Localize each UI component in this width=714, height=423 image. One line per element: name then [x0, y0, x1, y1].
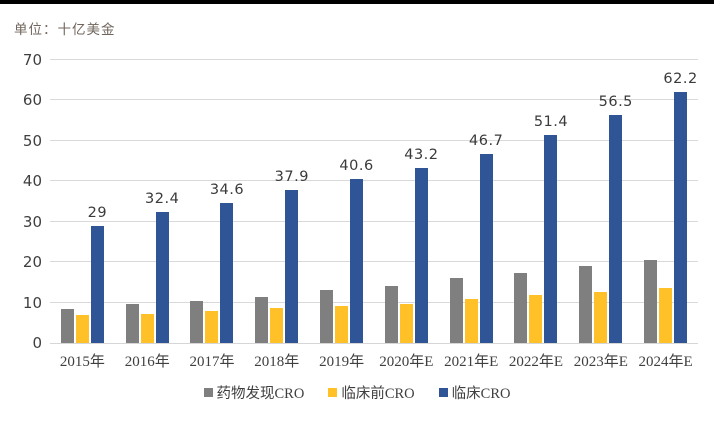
legend-item-preclinical-cro: 临床前CRO	[328, 382, 415, 403]
bar-drug-discovery-cro	[579, 266, 593, 343]
bar-preclinical-cro	[205, 311, 219, 343]
legend-label: 药物发现CRO	[216, 386, 305, 402]
bar-preclinical-cro	[335, 306, 349, 343]
bar-group: 37.9	[244, 60, 309, 343]
bar-drug-discovery-cro	[60, 308, 74, 343]
bar-clinical-cro: 37.9	[275, 169, 308, 343]
y-tick-label: 70	[22, 51, 42, 69]
x-tick-label: 2016年	[124, 354, 170, 370]
x-tick-label: 2015年	[59, 354, 105, 370]
bar-value-label: 37.9	[274, 168, 309, 185]
bar-group: 62.2	[633, 60, 698, 343]
bar-value-label: 40.6	[339, 157, 374, 174]
bar-preclinical-cro	[594, 292, 608, 343]
bar-preclinical-cro	[399, 303, 413, 343]
legend-item-drug-discovery-cro: 药物发现CRO	[203, 382, 305, 403]
bar-drug-discovery-cro	[644, 260, 658, 343]
top-border	[0, 0, 714, 4]
bar-group: 40.6	[309, 60, 374, 343]
bar-clinical-cro: 40.6	[339, 158, 373, 343]
bar-clinical-cro: 51.4	[534, 114, 568, 343]
bar-group: 34.6	[180, 60, 245, 343]
plot-area: 29 32.4 34.6 37.9 40.6 43.2 46.7 51.4 56.5 62.2	[50, 59, 698, 344]
gridline	[50, 220, 698, 222]
bar-group: 51.4	[504, 60, 569, 343]
x-tick-label: 2018年	[254, 354, 300, 370]
bar-group: 56.5	[568, 60, 633, 343]
bar-clinical-cro: 56.5	[599, 94, 632, 343]
bar-clinical-cro: 62.2	[663, 71, 697, 343]
x-tick-label: 2023年E	[573, 354, 628, 370]
y-tick-label: 30	[22, 212, 42, 231]
bar-preclinical-cro	[659, 288, 673, 343]
legend-swatch-clinical-cro	[438, 388, 448, 397]
bar-value-label: 56.5	[598, 93, 633, 110]
bar-preclinical-cro	[75, 315, 89, 343]
bar-drug-discovery-cro	[449, 277, 463, 343]
bar-drug-discovery-cro	[255, 296, 269, 343]
x-tick-label: 2022年E	[508, 354, 564, 370]
bar-value-label: 51.4	[533, 114, 569, 131]
bar-preclinical-cro	[270, 308, 284, 343]
bar-clinical-cro: 46.7	[469, 133, 503, 343]
bar-value-label: 32.4	[145, 191, 180, 208]
unit-label: 单位：十亿美金	[14, 22, 116, 37]
bar-drug-discovery-cro	[384, 286, 398, 343]
legend-swatch-preclinical-cro	[328, 388, 338, 397]
legend-label: 临床CRO	[451, 386, 511, 402]
bar-clinical-cro: 29	[88, 205, 107, 343]
gridline	[50, 59, 698, 60]
bar-preclinical-cro	[464, 299, 478, 343]
bar-preclinical-cro	[140, 313, 154, 343]
bar-value-label: 46.7	[469, 133, 504, 150]
legend-swatch-drug-discovery-cro	[203, 388, 213, 397]
gridline	[50, 261, 698, 263]
y-tick-label: 0	[32, 334, 42, 352]
y-tick-label: 10	[22, 293, 42, 312]
x-tick-label: 2020年E	[379, 354, 434, 370]
bar-value-label: 34.6	[209, 182, 245, 199]
x-tick-label: 2017年	[189, 354, 235, 370]
bar-drug-discovery-cro	[320, 290, 334, 343]
x-tick-label: 2019年	[319, 354, 365, 370]
gridline	[50, 99, 698, 101]
legend-label: 临床前CRO	[341, 386, 415, 402]
bar-value-label: 62.2	[663, 70, 698, 87]
bar-value-label: 43.2	[404, 147, 439, 164]
bar-preclinical-cro	[529, 295, 543, 343]
gridline	[50, 180, 698, 182]
bar-group: 43.2	[374, 60, 439, 343]
bar-group: 32.4	[115, 60, 180, 343]
x-tick-label: 2021年E	[444, 354, 499, 370]
y-tick-label: 20	[22, 253, 42, 272]
bar-group: 29	[50, 60, 115, 343]
gridline	[50, 139, 698, 141]
bar-drug-discovery-cro	[125, 304, 139, 343]
bar-drug-discovery-cro	[190, 300, 204, 343]
legend: 药物发现CRO 临床前CRO 临床CRO	[0, 382, 714, 403]
gridline	[50, 301, 698, 303]
x-tick-label: 2024年E	[638, 354, 693, 370]
y-tick-label: 40	[22, 172, 42, 191]
legend-item-clinical-cro: 临床CRO	[438, 382, 511, 403]
bar-group: 46.7	[439, 60, 504, 343]
bar-drug-discovery-cro	[514, 273, 528, 343]
bar-clinical-cro: 43.2	[404, 147, 438, 343]
y-tick-label: 50	[22, 131, 42, 150]
bar-clinical-cro: 34.6	[210, 182, 244, 343]
bar-clinical-cro: 32.4	[145, 191, 179, 343]
y-tick-label: 60	[22, 91, 42, 110]
bar-value-label: 29	[87, 204, 108, 221]
x-axis-labels: 2015年 2016年 2017年 2018年 2019年 2020年E 2021年E 202…	[50, 350, 698, 371]
bar-groups: 29 32.4 34.6 37.9 40.6 43.2 46.7 51.4 56.5 62.2	[50, 60, 698, 343]
